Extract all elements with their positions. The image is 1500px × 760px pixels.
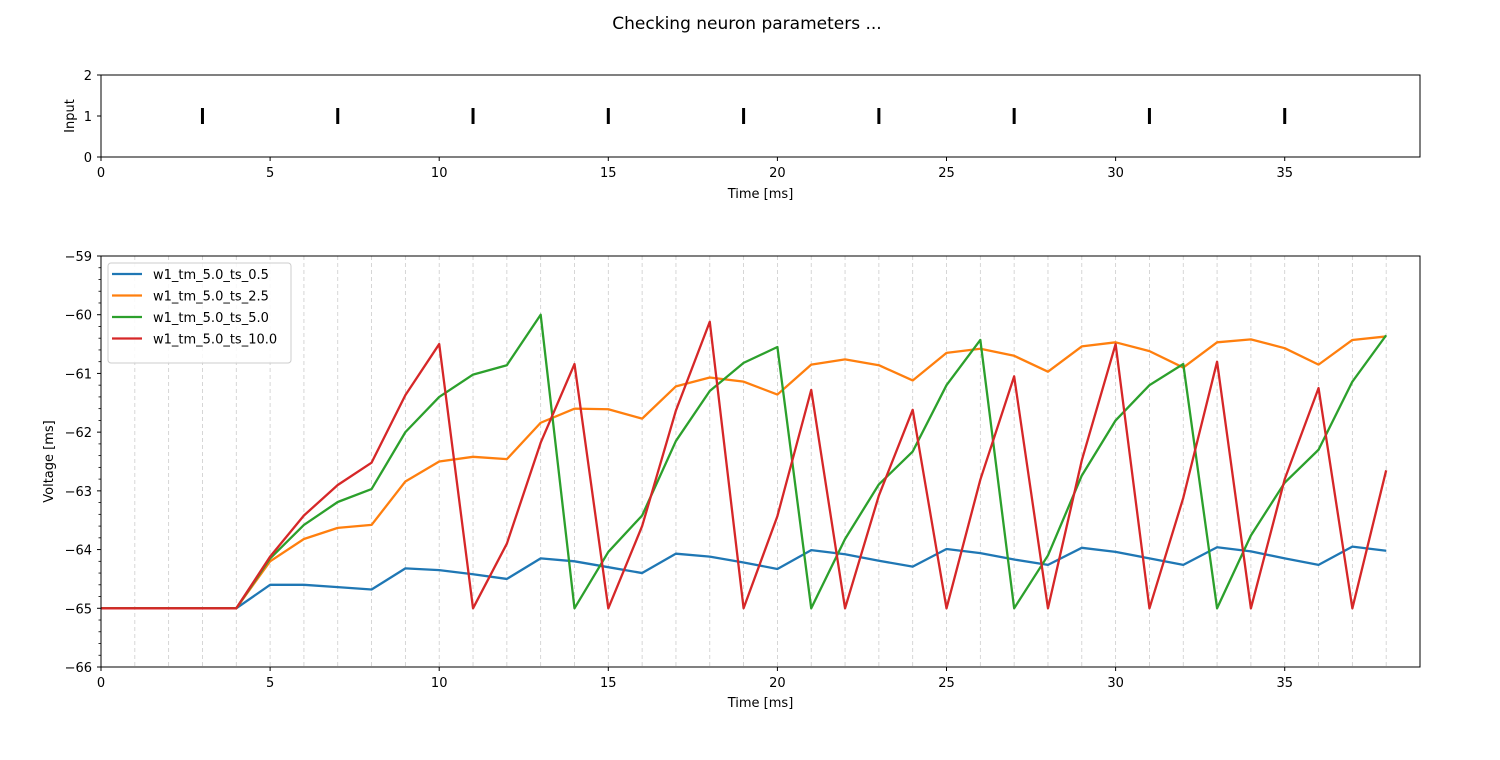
voltage-x-axis-label: Time [ms] [727, 696, 794, 711]
voltage-y-tick-label: −59 [65, 250, 92, 265]
voltage-y-tick-label: −65 [65, 602, 92, 617]
input-spike-axes-frame [100, 74, 1421, 158]
voltage-plot-area [101, 313, 1388, 610]
voltage-x-tick-label: 25 [938, 676, 955, 691]
voltage-x-tick-label: 30 [1107, 676, 1124, 691]
voltage-series-line [101, 313, 1388, 610]
input-spike-x-tick-label: 10 [431, 166, 448, 181]
input-spike-y-tick-label: 1 [84, 110, 92, 125]
voltage-series-line [101, 320, 1388, 610]
input-spike-y-tick-label: 2 [84, 69, 92, 84]
input-spike-x-tick-label: 25 [938, 166, 955, 181]
figure-title: Checking neuron parameters ... [612, 14, 881, 34]
input-spike-y-tick-label: 0 [84, 151, 92, 166]
voltage-x-tick-label: 10 [431, 676, 448, 691]
input-spike-ticks: 0 5 10 15 20 25 30 35 0 1 2 [84, 69, 1293, 181]
legend-box [107, 262, 292, 364]
voltage-legend: w1_tm_5.0_ts_0.5 w1_tm_5.0_ts_2.5 w1_tm_5.… [107, 262, 292, 364]
voltage-y-tick-label: −62 [65, 426, 92, 441]
voltage-axes-frame [100, 255, 1421, 668]
voltage-x-tick-label: 35 [1276, 676, 1293, 691]
input-spike-plot-area [200, 108, 1287, 124]
voltage-x-tick-label: 5 [266, 676, 274, 691]
voltage-y-tick-label: −63 [65, 485, 92, 500]
voltage-y-tick-label: −64 [65, 544, 92, 559]
input-spike-axes: 0 5 10 15 20 25 30 35 0 1 2 Time [ms] Input [63, 69, 1421, 202]
legend-label: w1_tm_5.0_ts_10.0 [153, 333, 277, 348]
voltage-x-tick-label: 20 [769, 676, 786, 691]
voltage-grid [134, 256, 1387, 667]
voltage-y-tick-label: −66 [65, 661, 92, 676]
voltage-axes: 0 5 10 15 20 25 30 35 −66 −65 −64 −63 −62 −61 −60 −59 T… [42, 250, 1421, 711]
input-spike-x-tick-label: 35 [1276, 166, 1293, 181]
voltage-ticks: 0 5 10 15 20 25 30 35 −66 −65 −64 −63 −62 −61 −60 −59 [65, 250, 1293, 691]
voltage-series-line [101, 545, 1387, 610]
voltage-y-tick-label: −60 [65, 309, 92, 324]
voltage-y-tick-label: −61 [65, 367, 92, 382]
legend-label: w1_tm_5.0_ts_0.5 [153, 268, 269, 283]
input-spike-x-tick-label: 5 [266, 166, 274, 181]
input-spike-x-tick-label: 15 [600, 166, 617, 181]
input-spike-x-tick-label: 0 [97, 166, 105, 181]
legend-label: w1_tm_5.0_ts_5.0 [153, 311, 269, 326]
legend-label: w1_tm_5.0_ts_2.5 [153, 290, 269, 305]
voltage-x-tick-label: 15 [600, 676, 617, 691]
voltage-series-line [101, 335, 1387, 610]
input-spike-y-axis-label: Input [63, 99, 78, 133]
voltage-x-tick-label: 0 [97, 676, 105, 691]
input-spike-x-tick-label: 30 [1107, 166, 1124, 181]
voltage-y-axis-label: Voltage [ms] [42, 420, 57, 502]
input-spike-x-axis-label: Time [ms] [727, 187, 794, 202]
input-spike-x-tick-label: 20 [769, 166, 786, 181]
